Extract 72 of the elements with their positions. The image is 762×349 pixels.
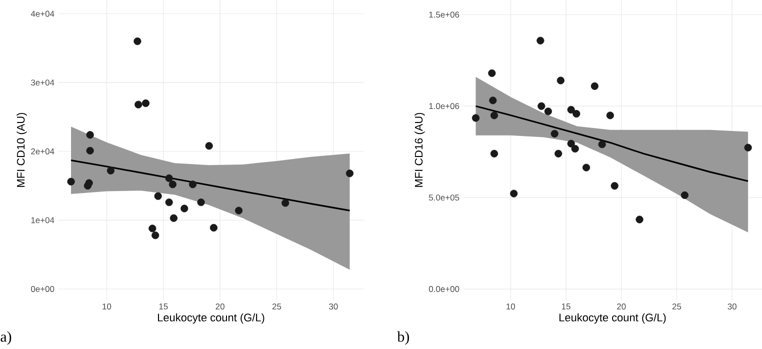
point — [550, 130, 558, 138]
x-tick-label: 25 — [672, 304, 682, 310]
point — [536, 36, 544, 44]
point — [234, 206, 243, 214]
point — [490, 150, 498, 158]
point — [472, 114, 480, 122]
point — [544, 108, 552, 116]
point — [490, 112, 498, 120]
y-tick-label: 5.0e+05 — [428, 194, 460, 201]
point — [180, 204, 188, 212]
point — [538, 102, 546, 110]
point — [680, 191, 689, 199]
y-tick-label: 0e+00 — [31, 286, 54, 292]
point — [134, 37, 142, 46]
point — [346, 170, 354, 178]
point — [488, 69, 496, 77]
point — [598, 140, 606, 148]
point — [84, 182, 92, 190]
point — [610, 182, 618, 190]
point — [590, 82, 598, 90]
point — [636, 216, 644, 224]
y-tick-label: 2e+04 — [31, 148, 54, 154]
point — [489, 96, 497, 104]
point — [154, 192, 162, 200]
point — [67, 178, 75, 186]
x-tick-label: 15 — [159, 304, 168, 310]
point — [282, 199, 290, 207]
point — [86, 131, 94, 139]
point — [572, 110, 580, 118]
point — [134, 100, 142, 108]
x-axis-title: Leukocyte count (G/L) — [158, 313, 264, 324]
x-tick-label: 20 — [617, 304, 626, 310]
y-tick-label: 1.5e+06 — [429, 12, 460, 18]
point — [567, 140, 575, 148]
point — [152, 232, 160, 240]
point — [142, 99, 150, 108]
y-axis-title: MFI CD16 (AU) — [414, 112, 425, 187]
point — [606, 112, 614, 120]
point — [197, 198, 205, 206]
x-tick-label: 30 — [329, 304, 338, 310]
x-tick-label: 20 — [216, 304, 224, 310]
text: a) — [0, 331, 12, 345]
x-tick-label: 15 — [562, 304, 570, 310]
point — [170, 214, 178, 222]
point — [148, 224, 156, 232]
y-tick-label: 1.0e+06 — [429, 103, 460, 110]
y-tick-label: 4e+04 — [30, 10, 54, 17]
point — [188, 180, 197, 188]
point — [567, 106, 575, 114]
text: b) — [397, 331, 409, 345]
y-tick-label: 0.0e+00 — [428, 286, 460, 292]
x-axis-title: Leukocyte count (G/L) — [560, 313, 666, 324]
point — [744, 144, 752, 152]
point — [210, 224, 218, 232]
point — [582, 164, 590, 172]
x-tick-label: 10 — [102, 304, 112, 310]
y-axis-title: MFI CD10 (AU) — [16, 112, 27, 187]
x-tick-label: 10 — [506, 304, 515, 310]
point — [165, 198, 173, 206]
y-tick-label: 1e+04 — [31, 217, 54, 224]
x-tick-label: 30 — [728, 304, 736, 310]
point — [165, 174, 173, 182]
point — [168, 180, 176, 188]
point — [554, 150, 562, 158]
point — [556, 76, 564, 84]
point — [106, 166, 114, 174]
point — [205, 142, 213, 150]
point — [510, 190, 518, 198]
y-tick-label: 3e+04 — [31, 80, 54, 86]
point — [86, 146, 94, 154]
x-tick-label: 25 — [272, 304, 282, 310]
point — [571, 144, 579, 153]
